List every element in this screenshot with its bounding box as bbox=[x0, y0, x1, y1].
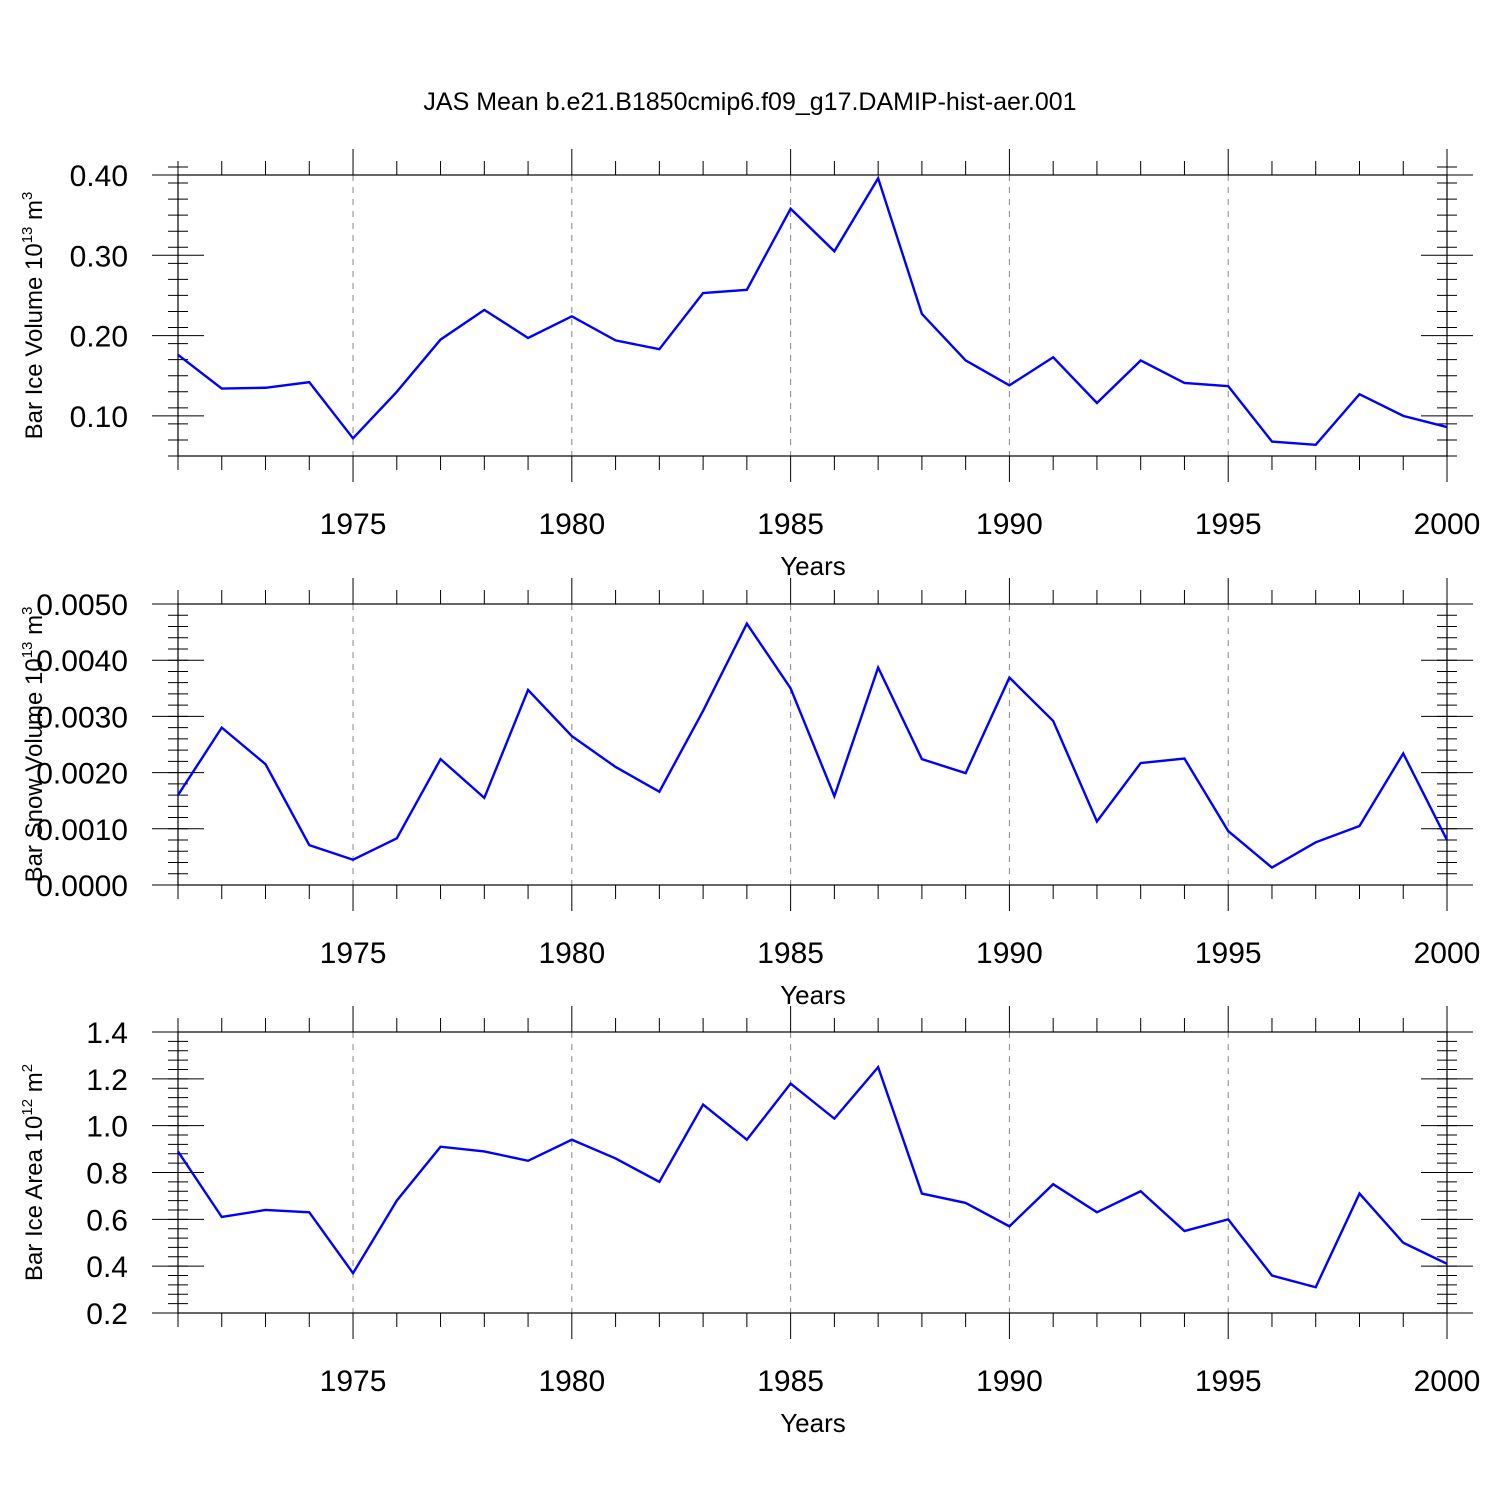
chart-panel-2: 0.0000 0.0010 0.0020 0.0030 0.0040 0.0050 1975… bbox=[19, 578, 1480, 1010]
x-tick-label: 1990 bbox=[976, 508, 1043, 541]
y-axis-label-part: 2 bbox=[19, 1064, 36, 1072]
x-tick-label: 1980 bbox=[538, 937, 605, 970]
y-tick-label: 0.0020 bbox=[36, 758, 128, 791]
x-tick-label: 2000 bbox=[1414, 937, 1481, 970]
y-axis-label-part: Bar Ice Volume 10 bbox=[21, 243, 48, 439]
x-tick-label: 1990 bbox=[976, 937, 1043, 970]
x-axis-label: Years bbox=[780, 980, 846, 1010]
y-tick-label: 0.30 bbox=[70, 240, 128, 273]
y-axis-label: Bar Snow Volume 1013 m3 bbox=[19, 607, 48, 883]
y-tick-label: 0.0000 bbox=[36, 870, 128, 903]
x-tick-label: 1975 bbox=[320, 1365, 387, 1398]
y-tick-label: 0.0040 bbox=[36, 645, 128, 678]
y-axis-label-part: 13 bbox=[19, 227, 36, 244]
y-axis-label-part: Bar Snow Volume 10 bbox=[21, 658, 48, 882]
x-tick-label: 2000 bbox=[1414, 508, 1481, 541]
y-axis-label-part: m bbox=[21, 1072, 48, 1099]
x-tick-label: 2000 bbox=[1414, 1365, 1481, 1398]
x-tick-label: 1995 bbox=[1195, 508, 1262, 541]
y-tick-label: 0.4 bbox=[86, 1251, 128, 1284]
y-axis-label: Bar Ice Area 1012 m2 bbox=[19, 1064, 48, 1281]
y-axis-label: Bar Ice Volume 1013 m3 bbox=[19, 192, 48, 440]
y-tick-label: 0.0030 bbox=[36, 701, 128, 734]
x-tick-label: 1990 bbox=[976, 1365, 1043, 1398]
y-tick-label: 0.10 bbox=[70, 401, 128, 434]
x-tick-label: 1985 bbox=[757, 1365, 824, 1398]
y-axis-label-part: 3 bbox=[19, 607, 36, 615]
y-tick-label: 1.2 bbox=[86, 1064, 128, 1097]
chart-title: JAS Mean b.e21.B1850cmip6.f09_g17.DAMIP-… bbox=[423, 88, 1076, 116]
series-line bbox=[176, 621, 1449, 870]
plot-frame bbox=[177, 174, 1448, 457]
y-tick-label: 0.0010 bbox=[36, 814, 128, 847]
x-tick-label: 1985 bbox=[757, 508, 824, 541]
x-tick-label: 1980 bbox=[538, 1365, 605, 1398]
x-axis-label: Years bbox=[780, 551, 846, 581]
x-tick-label: 1985 bbox=[757, 937, 824, 970]
y-axis-label-part: 13 bbox=[19, 642, 36, 659]
x-tick-label: 1980 bbox=[538, 508, 605, 541]
chart-panel-3: 0.2 0.4 0.6 0.8 1.0 1.2 1.4 1975 1980 1985 1990 199… bbox=[19, 1006, 1480, 1438]
series-line bbox=[177, 175, 1448, 447]
y-tick-label: 0.40 bbox=[70, 160, 128, 193]
y-tick-label: 0.20 bbox=[70, 321, 128, 354]
y-tick-label: 0.6 bbox=[86, 1204, 128, 1237]
y-axis-label-part: Bar Ice Area 10 bbox=[21, 1116, 48, 1281]
x-tick-label: 1995 bbox=[1195, 937, 1262, 970]
y-axis-label-part: 12 bbox=[19, 1099, 36, 1116]
y-tick-label: 1.0 bbox=[86, 1111, 128, 1144]
x-tick-label: 1995 bbox=[1195, 1365, 1262, 1398]
y-tick-label: 1.4 bbox=[86, 1017, 128, 1050]
y-axis-label-part: m bbox=[21, 200, 48, 227]
x-tick-label: 1975 bbox=[320, 508, 387, 541]
x-tick-label: 1975 bbox=[320, 937, 387, 970]
chart-panel-1: 0.10 0.20 0.30 0.40 1975 1980 1985 1990 1995 2000… bbox=[19, 149, 1480, 581]
plot-frame bbox=[177, 603, 1448, 886]
y-tick-label: 0.2 bbox=[86, 1298, 128, 1331]
y-axis-label-part: m bbox=[21, 615, 48, 642]
x-axis-label: Years bbox=[780, 1408, 846, 1438]
y-axis-label-part: 3 bbox=[19, 192, 36, 200]
chart-panels: 0.10 0.20 0.30 0.40 1975 1980 1985 1990 1995 2000… bbox=[19, 149, 1480, 1438]
plot-frame bbox=[177, 1031, 1448, 1314]
y-tick-label: 0.8 bbox=[86, 1158, 128, 1191]
y-tick-label: 0.0050 bbox=[36, 589, 128, 622]
series-line bbox=[177, 1064, 1448, 1289]
